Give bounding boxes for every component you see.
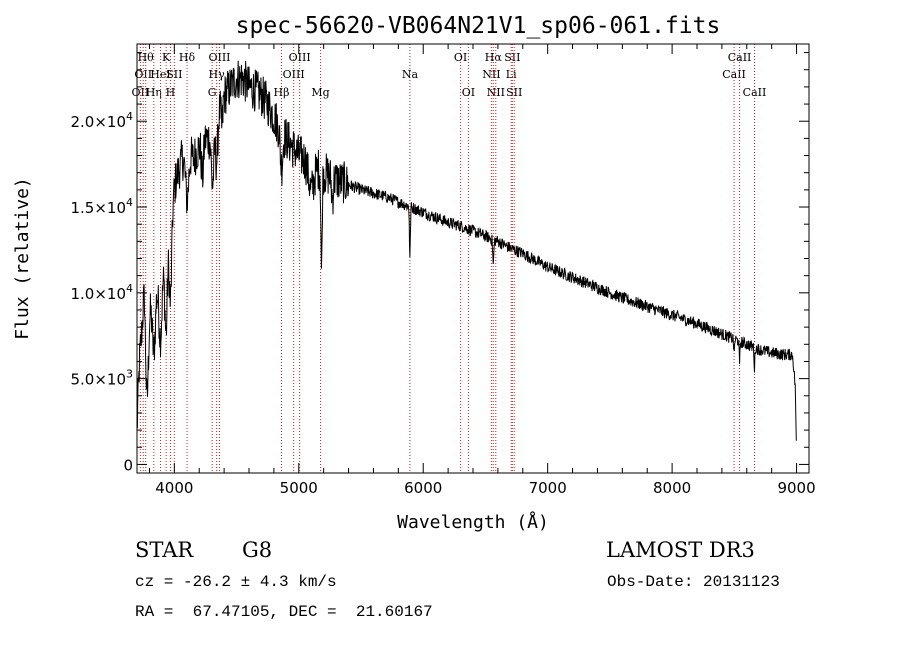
line-label-18: OI (462, 86, 475, 99)
line-label-20: Hα (485, 51, 503, 64)
x-tick-label-3: 7000 (529, 479, 567, 497)
line-label-3: Hη (146, 86, 162, 99)
y-tick-exponent-3: 4 (126, 196, 133, 209)
line-label-9: G (208, 86, 217, 99)
line-label-14: OIII (289, 51, 311, 64)
y-axis-label: Flux (relative) (12, 177, 33, 340)
line-label-13: OIII (283, 68, 305, 81)
sky-coordinates: RA = 67.47105, DEC = 21.60167 (135, 603, 433, 621)
y-tick-label-3: 1.5×104 (70, 196, 133, 217)
line-label-2: Hθ (138, 51, 155, 64)
observation-date: Obs-Date: 20131123 (607, 573, 780, 591)
x-tick-label-1: 5000 (280, 479, 318, 497)
line-label-6: H (166, 86, 176, 99)
y-tick-exponent-2: 4 (126, 282, 133, 295)
line-label-16: Na (402, 68, 419, 81)
y-tick-label-1: 5.0×103 (70, 368, 133, 389)
line-label-10: Hγ (209, 68, 226, 81)
object-subclass: G8 (242, 538, 273, 562)
y-tick-exponent-4: 4 (126, 110, 133, 123)
spectrum-line (136, 60, 797, 441)
x-tick-label-5: 9000 (777, 479, 815, 497)
x-tick-label-0: 4000 (155, 479, 193, 497)
y-tick-label-2: 1.0×104 (70, 282, 133, 303)
line-label-7: SII (166, 68, 182, 81)
line-label-8: Hδ (179, 51, 196, 64)
line-label-27: CaII (743, 86, 767, 99)
x-tick-label-4: 8000 (653, 479, 691, 497)
line-label-5: K (162, 51, 171, 64)
plot-frame (136, 43, 810, 474)
line-label-24: SII (506, 86, 522, 99)
x-axis-label: Wavelength (Å) (397, 511, 549, 533)
line-label-15: Mg (311, 86, 329, 99)
line-label-17: OI (454, 51, 467, 64)
line-label-25: CaII (722, 68, 746, 81)
x-tick-label-2: 6000 (404, 479, 442, 497)
line-label-0: OII (132, 86, 150, 99)
line-label-21: NII (487, 86, 505, 99)
redshift-velocity: cz = -26.2 ± 4.3 km/s (135, 573, 337, 591)
line-label-11: OIII (208, 51, 230, 64)
y-tick-exponent-1: 3 (126, 368, 133, 381)
y-tick-label-0: 0 (123, 456, 133, 474)
y-tick-label-4: 2.0×104 (70, 110, 133, 131)
line-label-23: SII (504, 51, 520, 64)
line-label-1: OII (134, 68, 152, 81)
line-label-26: CaII (728, 51, 752, 64)
line-label-12: Hβ (274, 86, 290, 99)
object-class: STAR (135, 538, 194, 562)
line-label-22: Li (506, 68, 517, 81)
chart-title: spec-56620-VB064N21V1_sp06-061.fits (236, 13, 721, 39)
survey-name: LAMOST DR3 (606, 538, 755, 562)
line-label-19: NII (482, 68, 500, 81)
